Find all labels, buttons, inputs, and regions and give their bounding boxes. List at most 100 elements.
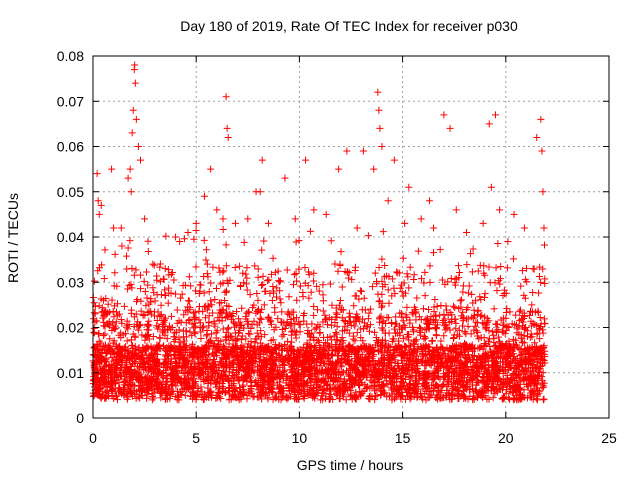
data-point	[105, 374, 113, 382]
data-point	[300, 385, 308, 393]
data-point	[333, 313, 341, 321]
data-point	[95, 210, 103, 218]
data-point	[534, 350, 542, 358]
data-point	[481, 294, 489, 302]
data-point	[177, 294, 185, 302]
data-point	[459, 288, 467, 296]
data-point	[412, 368, 420, 376]
data-point	[143, 294, 151, 302]
data-point	[370, 379, 378, 387]
data-point	[254, 305, 262, 313]
data-point	[308, 342, 316, 350]
data-point	[484, 366, 492, 374]
data-point	[310, 392, 318, 400]
data-point	[391, 342, 399, 350]
data-point	[219, 225, 227, 233]
data-point	[399, 335, 407, 343]
data-point	[305, 355, 313, 363]
data-point	[269, 282, 277, 290]
data-point	[100, 322, 108, 330]
data-point	[365, 354, 373, 362]
data-point	[348, 276, 356, 284]
data-point	[451, 304, 459, 312]
data-point	[180, 235, 188, 243]
data-point	[383, 365, 391, 373]
data-point	[384, 286, 392, 294]
data-point	[144, 330, 152, 338]
data-point	[334, 267, 342, 275]
data-point	[323, 382, 331, 390]
data-point	[297, 376, 305, 384]
data-point	[198, 343, 206, 351]
data-point	[189, 346, 197, 354]
data-point	[252, 354, 260, 362]
data-point	[303, 366, 311, 374]
data-point	[295, 265, 303, 273]
data-point	[211, 361, 219, 369]
data-point	[381, 261, 389, 269]
data-point	[503, 305, 511, 313]
data-point	[145, 317, 153, 325]
data-point	[352, 357, 360, 365]
data-point	[149, 333, 157, 341]
data-point	[430, 371, 438, 379]
data-point	[159, 327, 167, 335]
data-point	[510, 344, 518, 352]
data-point	[200, 360, 208, 368]
data-point	[437, 362, 445, 370]
data-point	[424, 358, 432, 366]
data-point	[204, 302, 212, 310]
data-point	[100, 311, 108, 319]
data-point	[236, 262, 244, 270]
data-point	[173, 367, 181, 375]
data-point	[321, 311, 329, 319]
data-point	[466, 250, 474, 258]
data-point	[209, 263, 217, 271]
data-point	[172, 344, 180, 352]
data-point	[366, 359, 374, 367]
data-point	[469, 347, 477, 355]
data-point	[529, 288, 537, 296]
data-point	[449, 342, 457, 350]
data-point	[180, 361, 188, 369]
data-point	[434, 321, 442, 329]
data-point	[375, 375, 383, 383]
data-point	[238, 332, 246, 340]
data-point	[319, 347, 327, 355]
data-point	[362, 323, 370, 331]
data-point	[254, 343, 262, 351]
data-point	[256, 314, 264, 322]
data-point	[189, 309, 197, 317]
data-point	[271, 304, 279, 312]
data-point	[113, 359, 121, 367]
data-point	[220, 267, 228, 275]
data-point	[538, 361, 546, 369]
data-point	[217, 360, 225, 368]
data-point	[262, 348, 270, 356]
data-point	[106, 342, 114, 350]
data-point	[464, 351, 472, 359]
data-point	[436, 311, 444, 319]
data-point	[149, 393, 157, 401]
data-point	[99, 314, 107, 322]
data-point	[416, 331, 424, 339]
data-point	[494, 240, 502, 248]
data-point	[280, 330, 288, 338]
data-point	[351, 267, 359, 275]
data-point	[388, 364, 396, 372]
data-point	[383, 313, 391, 321]
data-point	[344, 268, 352, 276]
data-point	[485, 372, 493, 380]
data-point	[177, 350, 185, 358]
data-point	[351, 292, 359, 300]
data-point	[515, 323, 523, 331]
data-point	[405, 392, 413, 400]
data-point	[271, 341, 279, 349]
data-point	[376, 297, 384, 305]
data-point	[123, 317, 131, 325]
data-point	[528, 322, 536, 330]
data-point	[309, 352, 317, 360]
data-point	[154, 342, 162, 350]
data-point	[343, 147, 351, 155]
data-point	[182, 327, 190, 335]
